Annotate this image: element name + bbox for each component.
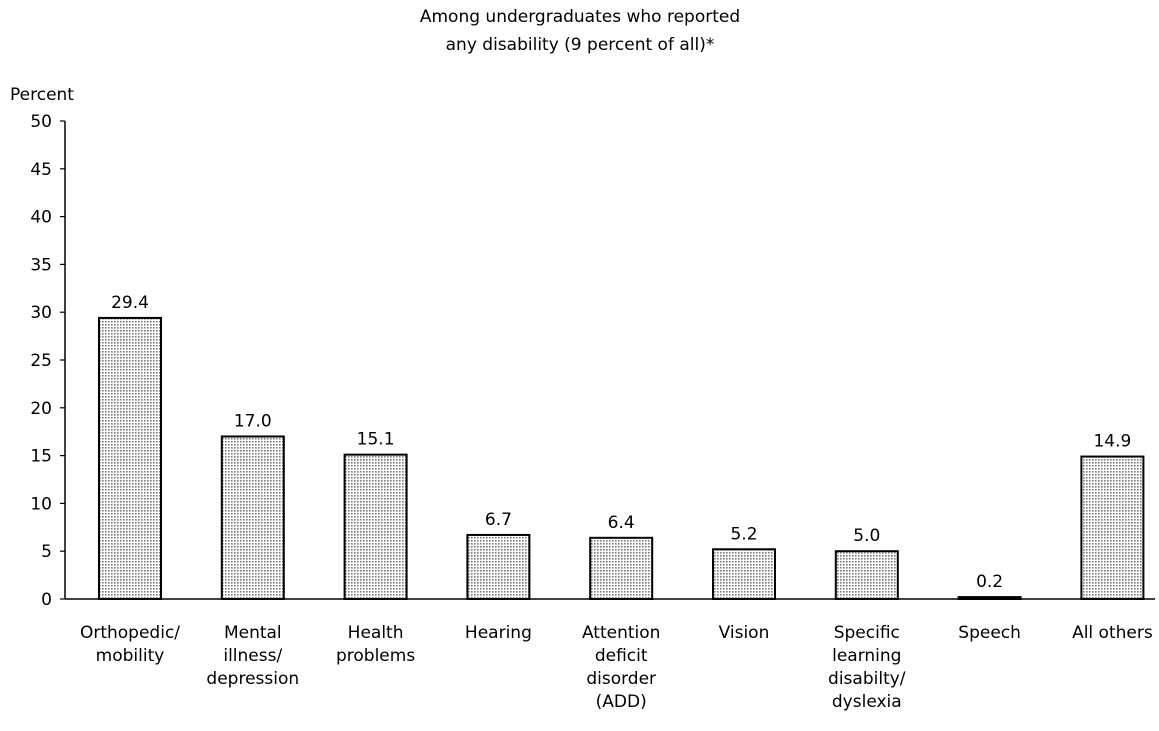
y-axis-label: Percent xyxy=(10,85,74,105)
bar-value-label: 6.7 xyxy=(485,510,512,530)
y-tick-label: 15 xyxy=(30,447,52,467)
x-category-label: problems xyxy=(336,646,415,666)
bar xyxy=(834,550,899,601)
bar-value-label: 15.1 xyxy=(357,430,395,450)
y-tick-label: 35 xyxy=(30,255,52,275)
x-category-label: learning xyxy=(832,646,901,666)
x-category-label: Orthopedic/ xyxy=(80,623,180,643)
x-axis-labels: Orthopedic/mobility Mental illness/depress… xyxy=(80,623,1153,712)
bar-value-label: 17.0 xyxy=(234,411,272,431)
bar xyxy=(589,536,654,600)
bar-value-label: 0.2 xyxy=(976,572,1003,592)
x-category-label: All others xyxy=(1072,623,1153,643)
bar xyxy=(466,533,531,600)
x-category-label: disabilty/ xyxy=(828,669,906,689)
bar xyxy=(1080,455,1145,600)
x-category-label: disorder xyxy=(586,669,656,689)
bar-value-label: 5.2 xyxy=(730,524,757,544)
x-category-label: illness/ xyxy=(223,646,282,666)
y-tick-label: 25 xyxy=(30,351,52,371)
x-category-label: Attention xyxy=(582,623,660,643)
bar-value-label: 14.9 xyxy=(1093,432,1131,452)
bar xyxy=(343,453,408,601)
bar xyxy=(98,316,162,600)
x-category-label: (ADD) xyxy=(596,692,647,712)
x-category-label: depression xyxy=(206,669,299,689)
y-tick-label: 30 xyxy=(30,303,52,323)
y-tick-label: 45 xyxy=(30,160,52,180)
value-labels: 29.4 17.0 15.1 6.7 6.4 5.2 5.0 0.2 14.9 xyxy=(111,293,1131,592)
bar-value-label: 6.4 xyxy=(608,513,635,533)
x-category-label: dyslexia xyxy=(832,692,902,712)
x-category-label: mobility xyxy=(96,646,165,666)
x-category-label: Specific xyxy=(834,623,900,643)
chart-title: Among undergraduates who reported any dis… xyxy=(420,7,740,55)
x-category-label: Speech xyxy=(958,623,1021,643)
bar xyxy=(712,548,776,601)
chart-title-line: Among undergraduates who reported xyxy=(420,7,740,27)
x-category-label: Hearing xyxy=(465,623,532,643)
y-tick-label: 50 xyxy=(30,112,52,132)
y-axis-ticks: 0 5 10 15 20 25 30 35 40 45 50 xyxy=(30,112,65,610)
y-tick-label: 40 xyxy=(30,208,52,228)
x-category-label: deficit xyxy=(595,646,648,666)
y-tick-label: 20 xyxy=(30,399,52,419)
y-tick-label: 5 xyxy=(41,542,52,562)
bar xyxy=(957,596,1022,601)
bar-value-label: 29.4 xyxy=(111,293,149,313)
bar-value-label: 5.0 xyxy=(853,526,880,546)
y-tick-label: 0 xyxy=(41,590,52,610)
bar xyxy=(220,435,285,601)
x-category-label: Mental xyxy=(224,623,282,643)
chart-title-line: any disability (9 percent of all)* xyxy=(446,35,715,55)
y-tick-label: 10 xyxy=(30,494,52,514)
x-category-label: Health xyxy=(348,623,404,643)
x-category-label: Vision xyxy=(719,623,770,643)
bars xyxy=(98,316,1145,601)
